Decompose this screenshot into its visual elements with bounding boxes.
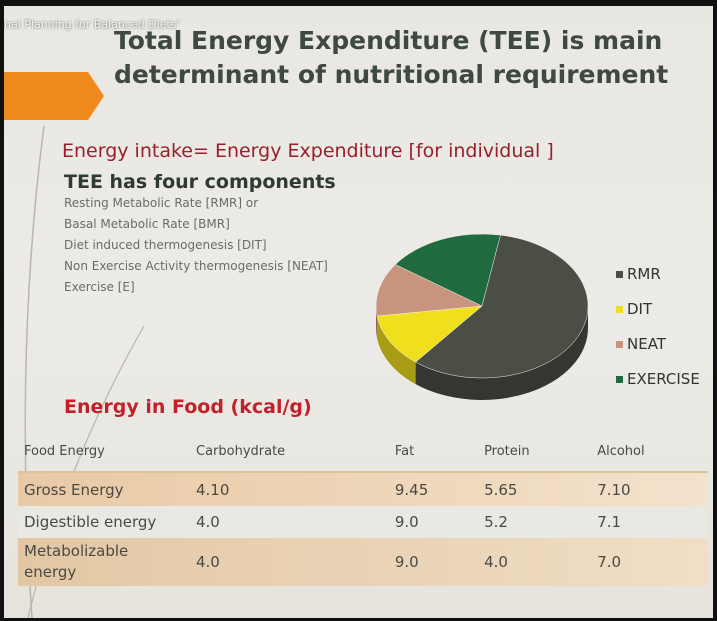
- pie-slice-group: [415, 234, 589, 401]
- header-cell: Protein: [478, 432, 592, 473]
- cell: Metabolizable energy: [24, 542, 129, 581]
- cell: 4.10: [196, 480, 230, 499]
- slide: nal Planning for Balanced Diets' Total E…: [4, 6, 713, 618]
- table-row: Metabolizable energy 4.0 9.0 4.0 7.0: [18, 538, 708, 586]
- legend-entry: NEAT: [616, 335, 666, 353]
- table-row: Gross Energy 4.10 9.45 5.65 7.10: [18, 472, 708, 506]
- header-cell: Carbohydrate: [190, 432, 389, 473]
- legend-label: NEAT: [627, 335, 666, 353]
- equation-text: Energy intake= Energy Expenditure [for i…: [62, 140, 554, 162]
- cell: 7.1: [597, 513, 622, 531]
- header-cell: Food Energy: [18, 432, 190, 473]
- pie-slice-group: [376, 305, 483, 385]
- legend-entry: RMR: [616, 265, 661, 283]
- pie-slice-group: [375, 264, 483, 339]
- heading: Energy in Food (kcal/g): [64, 396, 312, 418]
- cell: 5.65: [484, 480, 518, 499]
- cell: Gross Energy: [24, 480, 124, 499]
- pie-side: [375, 306, 378, 339]
- slide-graphics: [4, 72, 589, 618]
- decor-line: [24, 125, 45, 618]
- pie-slice: [376, 305, 483, 363]
- header-cell: Alcohol: [591, 432, 708, 473]
- list-item: Basal Metabolic Rate [BMR]: [64, 217, 230, 231]
- cell: 5.2: [484, 513, 508, 531]
- header-cell: Fat: [388, 432, 479, 473]
- pie-chart: [375, 233, 589, 401]
- table-row: Digestible energy 4.0 9.0 5.2 7.1: [18, 506, 708, 538]
- orange-arrow: [4, 72, 104, 120]
- pie-slice: [394, 233, 501, 307]
- legend-swatch: [616, 341, 623, 348]
- cell: 4.0: [484, 553, 508, 571]
- list-item: Non Exercise Activity thermogenesis [NEA…: [64, 259, 328, 273]
- legend-label: EXERCISE: [627, 370, 700, 388]
- cell: 7.10: [597, 480, 631, 499]
- pie-slice: [415, 234, 589, 379]
- list-item: Exercise [E]: [64, 280, 135, 294]
- pie-side: [377, 316, 416, 385]
- cell: Digestible energy: [24, 513, 157, 531]
- legend-entry: DIT: [616, 300, 652, 318]
- energy-table: Food Energy Carbohydrate Fat Protein Alc…: [18, 432, 708, 586]
- slide-title: Total Energy Expenditure (TEE) is main: [114, 26, 663, 55]
- legend-entry: EXERCISE: [616, 370, 700, 388]
- table-header: Food Energy Carbohydrate Fat Protein Alc…: [18, 432, 708, 473]
- legend-swatch: [616, 271, 623, 278]
- cell: 9.45: [394, 480, 429, 499]
- slide-title: determinant of nutritional requirement: [114, 60, 669, 89]
- cell: 7.0: [597, 553, 622, 571]
- pie-slice-group: [394, 233, 501, 307]
- cell: 4.0: [196, 553, 220, 571]
- video-title: nal Planning for Balanced Diets': [4, 18, 180, 31]
- legend-swatch: [616, 306, 623, 313]
- heading: TEE has four components: [64, 171, 336, 193]
- cell: 9.0: [394, 513, 419, 531]
- list-item: Resting Metabolic Rate [RMR] or: [64, 196, 259, 210]
- legend-label: DIT: [627, 300, 653, 318]
- legend-swatch: [616, 376, 623, 383]
- cell: 9.0: [394, 553, 419, 571]
- pie-slice: [375, 264, 483, 317]
- legend-label: RMR: [627, 265, 661, 283]
- pie-side: [415, 306, 588, 401]
- list-item: Diet induced thermogenesis [DIT]: [64, 238, 267, 252]
- cell: 4.0: [196, 513, 220, 531]
